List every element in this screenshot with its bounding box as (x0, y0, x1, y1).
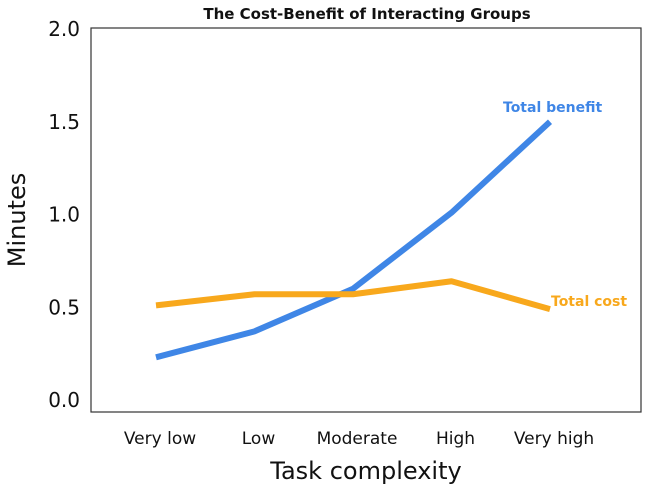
plot-area-frame (90, 27, 642, 413)
y-tick-label: 1.0 (48, 203, 80, 227)
x-axis-label: Task complexity (269, 457, 461, 485)
y-tick-label: 0.5 (48, 295, 80, 319)
series-labels: Total benefit Total cost (503, 100, 627, 310)
chart-title: The Cost-Benefit of Interacting Groups (203, 5, 530, 23)
x-tick-label: Moderate (317, 429, 398, 449)
x-tick-label: Very high (514, 429, 594, 449)
series-line-total-benefit (155, 119, 553, 361)
y-axis-label: Minutes (3, 173, 31, 267)
y-tick-label: 2.0 (48, 17, 80, 41)
x-tick-label: High (436, 429, 475, 449)
x-tick-label: Very low (124, 429, 196, 449)
series-lines (155, 119, 553, 361)
y-axis-ticks: 0.0 0.5 1.0 1.5 2.0 (48, 17, 80, 412)
y-tick-label: 0.0 (48, 388, 80, 412)
series-line-total-cost (155, 278, 551, 312)
x-tick-label: Low (242, 429, 276, 449)
series-label-total-benefit: Total benefit (503, 100, 602, 116)
x-axis-ticks: Very low Low Moderate High Very high (124, 429, 594, 449)
series-label-total-cost: Total cost (551, 294, 627, 310)
y-tick-label: 1.5 (48, 110, 80, 134)
